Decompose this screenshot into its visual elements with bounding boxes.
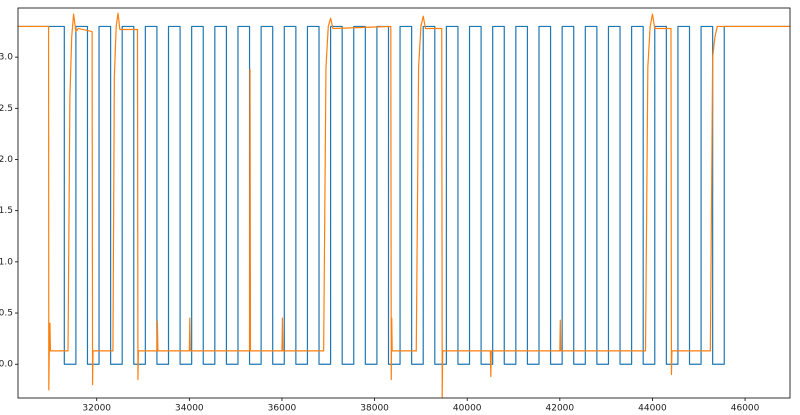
x-tick-label: 40000 [453, 404, 482, 414]
x-tick-label: 32000 [82, 404, 111, 414]
x-tick-label: 44000 [638, 404, 667, 414]
x-tick-label: 42000 [546, 404, 575, 414]
series-line [18, 25, 790, 365]
y-tick-label: 1.0 [0, 257, 13, 267]
x-tick-label: 36000 [268, 404, 297, 414]
x-tick-label: 34000 [175, 404, 204, 414]
y-tick-label: 2.5 [0, 104, 13, 114]
y-tick-label: 0.0 [0, 360, 13, 370]
x-tick-label: 38000 [360, 404, 389, 414]
y-tick-label: 3.0 [0, 53, 13, 63]
x-tick-label: 46000 [731, 404, 760, 414]
axes-frame [17, 7, 791, 399]
plot-area [18, 12, 790, 398]
series-line [18, 12, 790, 398]
y-tick-label: 2.0 [0, 155, 13, 165]
y-tick-label: 1.5 [0, 206, 13, 216]
y-tick-label: 0.5 [0, 309, 13, 319]
